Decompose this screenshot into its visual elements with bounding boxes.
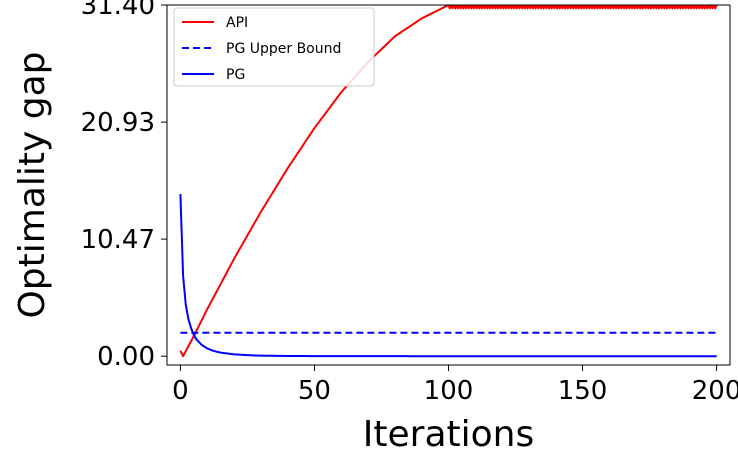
legend-label: PG [226,67,245,83]
legend-item: PG [182,67,245,83]
x-axis: 0 50 100 150 200 [172,365,738,406]
y-tick-label: 20.93 [81,108,155,138]
series-line-0 [179,5,718,358]
legend-item: API [182,15,248,31]
legend-label: API [226,15,248,31]
x-tick-label: 100 [424,376,474,406]
y-tick-label: 10.47 [81,225,155,255]
x-tick-label: 0 [172,376,189,406]
x-tick-label: 200 [692,376,738,406]
y-tick-label: 31.40 [81,0,155,21]
series-line-2 [179,193,717,358]
y-tick-label: 0.00 [97,342,155,372]
y-axis-title: Optimality gap [12,51,53,318]
x-tick-label: 150 [558,376,608,406]
plot-area [179,5,718,358]
legend-box [173,7,375,87]
legend-item: PG Upper Bound [182,41,341,57]
x-axis-title: Iterations [363,414,534,455]
legend-label: PG Upper Bound [226,41,341,57]
y-axis: 0.00 10.47 20.93 31.40 [81,0,167,372]
x-tick-label: 50 [298,376,331,406]
legend: API PG Upper Bound PG [173,7,375,87]
